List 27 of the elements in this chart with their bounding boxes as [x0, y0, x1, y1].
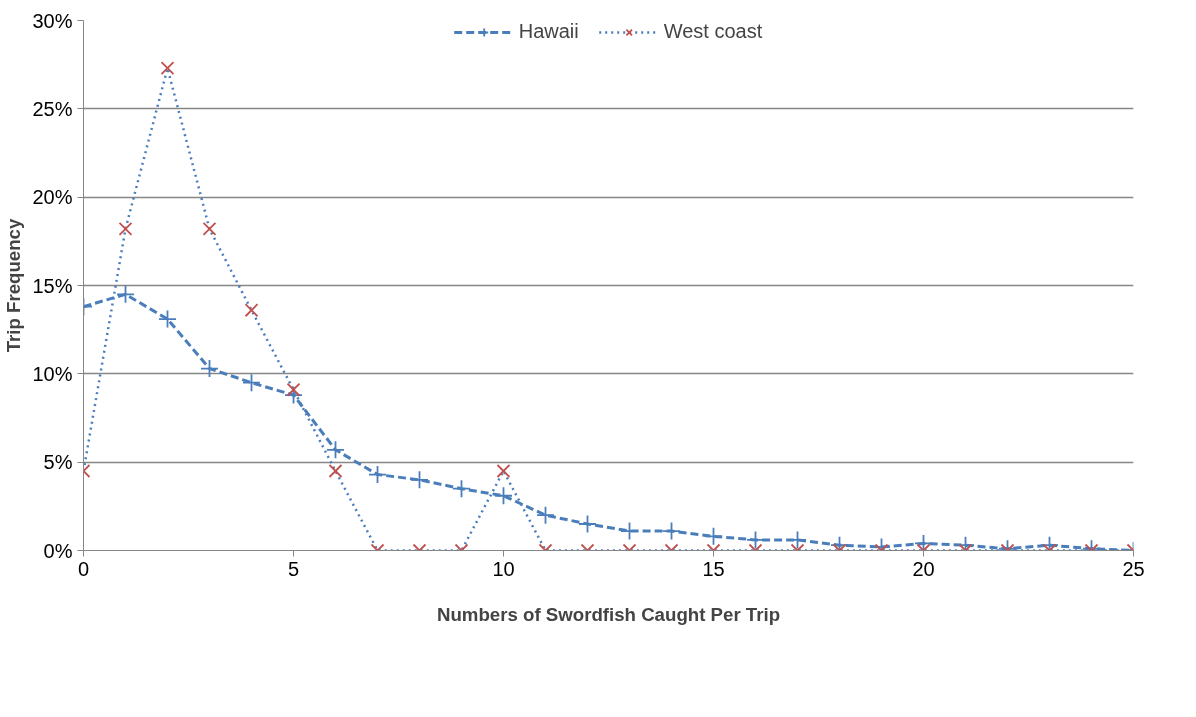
y-tick-label: 25% — [32, 97, 73, 120]
legend-label: West coast — [663, 20, 763, 43]
y-tick-label: 15% — [32, 274, 73, 297]
y-tick-label: 0% — [43, 539, 73, 562]
y-tick-label: 10% — [32, 362, 73, 385]
point — [242, 373, 261, 393]
y-tick-label: 30% — [32, 9, 73, 32]
x-axis-title: Numbers of Swordfish Caught Per Trip — [436, 603, 781, 625]
y-tick-label: 20% — [32, 186, 73, 209]
point — [286, 382, 301, 397]
y-axis-title: Trip Frequency — [3, 218, 25, 353]
x-tick-label: 10 — [492, 557, 515, 580]
point — [200, 359, 219, 378]
legend-label: Hawaii — [518, 20, 579, 43]
point — [244, 303, 259, 318]
point — [118, 222, 133, 236]
point — [1040, 535, 1059, 551]
x-tick-label: 15 — [702, 557, 725, 580]
x-tick-label: 25 — [1122, 557, 1145, 580]
point — [116, 284, 135, 304]
y-tick-label: 5% — [43, 451, 73, 474]
point — [830, 535, 849, 551]
x-tick-label: 5 — [287, 557, 300, 580]
point — [158, 309, 177, 329]
x-tick-label: 20 — [912, 557, 935, 580]
x-tick-label: 0 — [77, 557, 90, 580]
point — [202, 222, 217, 236]
